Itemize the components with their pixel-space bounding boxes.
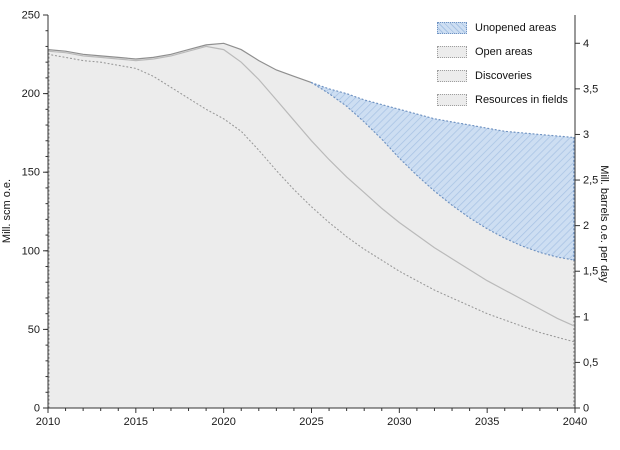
y-left-tick-label: 50 bbox=[28, 324, 40, 336]
line-discoveries-top bbox=[47, 45, 576, 327]
legend-label-discoveries: Discoveries bbox=[475, 70, 532, 82]
y-right-tick-label: 0 bbox=[583, 403, 589, 415]
line-unopened-bottom-dotted bbox=[310, 82, 576, 261]
y-right-tick-label: 0,5 bbox=[583, 357, 598, 369]
legend-item-open-areas: Open areas bbox=[437, 40, 568, 64]
x-tick-label: 2035 bbox=[475, 416, 499, 428]
y-right-tick-label: 2,5 bbox=[583, 175, 598, 187]
x-tick-label: 2020 bbox=[211, 416, 235, 428]
area-open-discoveries-resources bbox=[48, 43, 575, 409]
x-tick-label: 2015 bbox=[124, 416, 148, 428]
area-unopened-areas bbox=[311, 82, 575, 261]
legend-item-resources-in-fields: Resources in fields bbox=[437, 88, 568, 112]
x-tick-label: 2010 bbox=[36, 416, 60, 428]
y-right-tick-label: 4 bbox=[583, 38, 589, 50]
legend-item-discoveries: Discoveries bbox=[437, 64, 568, 88]
y-left-tick-label: 250 bbox=[22, 10, 40, 22]
y-left-tick-label: 0 bbox=[34, 403, 40, 415]
line-total-solid bbox=[47, 42, 312, 84]
legend-label-open-areas: Open areas bbox=[475, 46, 533, 58]
legend-swatch-discoveries-icon bbox=[437, 70, 467, 82]
y-left-tick-label: 100 bbox=[22, 245, 40, 257]
legend: Unopened areas Open areas Discoveries Re… bbox=[437, 16, 568, 112]
y-right-tick-label: 1 bbox=[583, 311, 589, 323]
y-axis-title-left: Mill. scm o.e. bbox=[1, 178, 13, 244]
y-left-tick-label: 200 bbox=[22, 88, 40, 100]
legend-swatch-resources-in-fields-icon bbox=[437, 94, 467, 106]
y-right-tick-label: 2 bbox=[583, 220, 589, 232]
y-right-tick-label: 1,5 bbox=[583, 266, 598, 278]
line-unopened-top-dotted bbox=[310, 82, 576, 139]
line-resources-in-fields-top bbox=[47, 53, 576, 343]
y-right-tick-label: 3,5 bbox=[583, 83, 598, 95]
legend-label-unopened-areas: Unopened areas bbox=[475, 22, 557, 34]
x-tick-label: 2030 bbox=[387, 416, 411, 428]
y-axis-title-right: Mill. barrels o.e. per day bbox=[598, 165, 610, 283]
legend-item-unopened-areas: Unopened areas bbox=[437, 16, 568, 40]
y-left-tick-label: 150 bbox=[22, 167, 40, 179]
x-tick-label: 2040 bbox=[563, 416, 587, 428]
x-tick-label: 2025 bbox=[299, 416, 323, 428]
legend-swatch-open-areas-icon bbox=[437, 46, 467, 58]
legend-swatch-unopened-areas-icon bbox=[437, 22, 467, 34]
y-right-tick-label: 3 bbox=[583, 129, 589, 141]
legend-label-resources-in-fields: Resources in fields bbox=[475, 94, 568, 106]
